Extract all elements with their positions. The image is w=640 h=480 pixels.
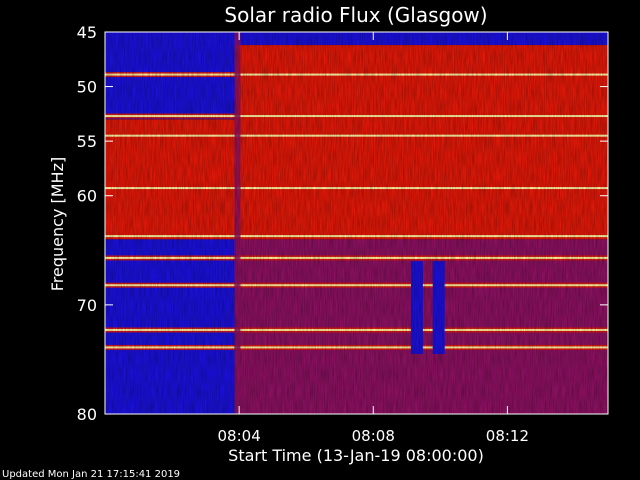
y-tick-label-3: 60 — [77, 187, 97, 206]
y-tick-label-2: 55 — [77, 132, 97, 151]
x-tick-label-1: 08:08 — [352, 427, 395, 445]
x-axis-label: Start Time (13-Jan-19 08:00:00) — [228, 446, 484, 465]
updated-timestamp: Updated Mon Jan 21 17:15:41 2019 — [2, 469, 180, 480]
y-axis: 45 50 55 60 70 80 — [77, 23, 608, 424]
plot-area — [105, 32, 608, 414]
x-tick-label-2: 08:12 — [486, 427, 529, 445]
y-axis-label: Frequency [MHz] — [48, 157, 67, 291]
y-tick-label-0: 45 — [77, 23, 97, 42]
y-tick-label-4: 70 — [77, 296, 97, 315]
y-tick-label-1: 50 — [77, 78, 97, 97]
plot-frame — [104, 31, 609, 415]
y-tick-label-5: 80 — [77, 405, 97, 424]
noise-texture — [105, 32, 608, 414]
x-axis: 08:04 08:08 08:12 — [218, 32, 529, 445]
x-tick-label-0: 08:04 — [218, 427, 261, 445]
chart-title: Solar radio Flux (Glasgow) — [224, 3, 487, 27]
